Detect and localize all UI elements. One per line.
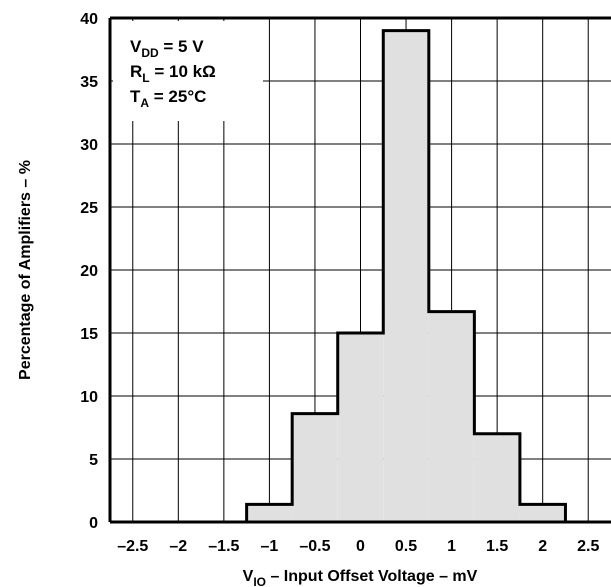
histogram-bar [428, 311, 475, 522]
x-tick-label: 2.5 [577, 538, 599, 555]
condition-vdd: VDD = 5 V [130, 37, 204, 60]
x-tick-label: 0.5 [395, 538, 417, 555]
y-tick-label: 5 [89, 452, 98, 469]
x-tick-labels: –2.5 –2 –1.5 –1 –0.5 0 0.5 1 1.5 2 2.5 [117, 538, 599, 555]
histogram-bar [246, 504, 293, 522]
x-tick-label: 0 [356, 538, 365, 555]
x-tick-label: 1 [447, 538, 456, 555]
y-tick-labels: 0 5 10 15 20 25 30 35 40 [80, 11, 98, 532]
x-tick-label: 2 [538, 538, 547, 555]
conditions-legend: VDD = 5 V RL = 10 kΩ TA = 25°C [113, 21, 263, 121]
y-tick-label: 25 [80, 200, 98, 217]
y-axis-label: Percentage of Amplifiers – % [17, 160, 34, 380]
y-tick-label: 15 [80, 326, 98, 343]
x-tick-label: –2.5 [117, 538, 148, 555]
y-tick-label: 0 [89, 515, 98, 532]
x-tick-label: –0.5 [299, 538, 330, 555]
histogram-bar [474, 433, 520, 522]
x-axis-label: VIO – Input Offset Voltage – mV [243, 568, 478, 587]
x-tick-label: –2 [169, 538, 187, 555]
y-tick-label: 20 [80, 263, 98, 280]
x-tick-label: 1.5 [486, 538, 508, 555]
histogram-bar [337, 333, 384, 522]
condition-rl: RL = 10 kΩ [130, 62, 216, 85]
legend-box [113, 21, 263, 121]
x-tick-label: –1.5 [208, 538, 239, 555]
histogram-bins [245, 29, 567, 522]
histogram-bar [383, 30, 429, 522]
histogram-bar [519, 504, 566, 522]
histogram-outline [245, 29, 567, 522]
plot-frame [108, 16, 611, 524]
condition-ta: TA = 25°C [130, 87, 206, 110]
y-tick-label: 30 [80, 137, 98, 154]
y-tick-label: 40 [80, 11, 98, 28]
y-tick-label: 10 [80, 389, 98, 406]
x-tick-label: –1 [261, 538, 279, 555]
y-tick-label: 35 [80, 74, 98, 91]
histogram-bar [292, 413, 338, 522]
